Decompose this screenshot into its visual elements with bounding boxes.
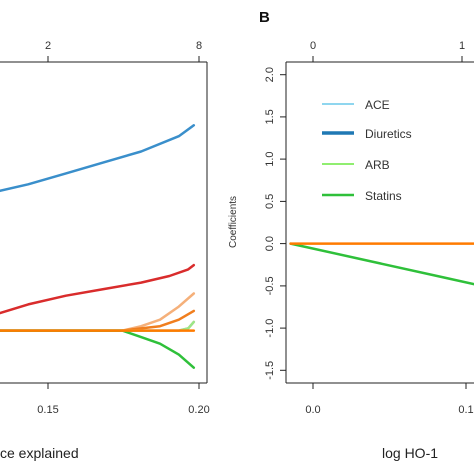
panel-a-series-group <box>0 124 196 369</box>
panel-b-y-tick-label: 1.5 <box>264 109 276 124</box>
panel-b-y-ticks: 2.0 1.5 1.0 0.5 0.0 -0.5 -1.0 -1.5 <box>264 67 286 380</box>
legend-label-arb: ARB <box>365 158 390 172</box>
panel-b-y-tick-label: -0.5 <box>264 276 276 295</box>
panel-a-top-tick-label: 2 <box>45 40 51 52</box>
panel-b-y-tick-label: 2.0 <box>264 67 276 82</box>
panel-b-x-axis-title: log HO-1 <box>382 445 438 461</box>
panel-b-series-line-0 <box>289 242 474 286</box>
panel-a: 2 8 0.15 0.20 ce explained <box>0 40 210 461</box>
panel-b-label: B <box>259 9 270 26</box>
panel-b: B 0 1 0.0 0.1 2.0 1.5 1.0 0.5 0.0 -0.5 -1.0 -1.… <box>228 9 474 461</box>
legend: ACE Diuretics ARB Statins <box>322 98 412 203</box>
panel-b-y-tick-label: -1.0 <box>264 319 276 338</box>
legend-label-diuretics: Diuretics <box>365 127 412 141</box>
panel-b-x-tick-label: 0.1 <box>458 404 473 416</box>
panel-b-x-tick-label: 0.0 <box>305 404 320 416</box>
panel-a-x-tick-label: 0.15 <box>37 404 58 416</box>
panel-a-x-axis-title: ce explained <box>0 445 79 461</box>
panel-b-top-tick-label: 0 <box>310 40 316 52</box>
legend-label-ace: ACE <box>365 98 390 112</box>
panel-a-series-line-1 <box>0 263 196 315</box>
panel-a-top-tick-label: 8 <box>196 40 202 52</box>
panel-b-top-tick-label: 1 <box>459 40 465 52</box>
panel-b-y-tick-label: -1.5 <box>264 361 276 380</box>
panel-b-y-tick-label: 0.5 <box>264 194 276 209</box>
panel-b-series-group <box>289 242 474 286</box>
panel-a-x-tick-label: 0.20 <box>188 404 209 416</box>
panel-b-y-tick-label: 0.0 <box>264 236 276 251</box>
panel-a-series-line-0 <box>0 124 196 193</box>
legend-label-statins: Statins <box>365 189 402 203</box>
panel-b-y-tick-label: 1.0 <box>264 151 276 166</box>
panel-b-y-axis-title: Coefficients <box>228 196 239 248</box>
